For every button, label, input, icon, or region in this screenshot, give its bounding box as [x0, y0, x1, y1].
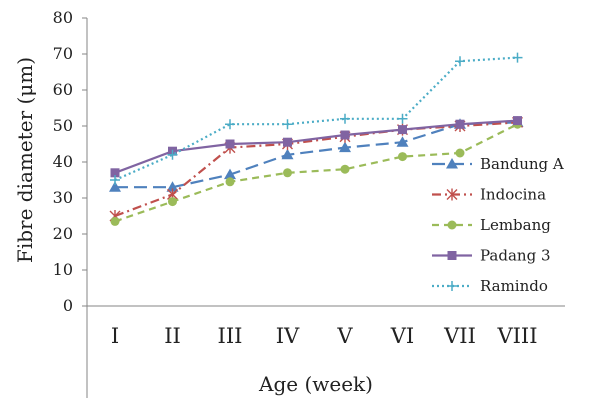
data-point [282, 119, 293, 130]
data-point [283, 168, 292, 178]
legend-marker [447, 251, 457, 260]
data-point [281, 148, 294, 160]
data-point [110, 175, 120, 185]
x-tick-label: II [164, 324, 181, 348]
series-padang-3 [110, 116, 522, 178]
data-point [283, 137, 292, 147]
x-tick-label: IV [276, 324, 300, 348]
legend-label: Lembang [480, 216, 551, 234]
series-indocina [109, 116, 523, 222]
series-line [114, 123, 518, 223]
data-point [166, 181, 179, 192]
data-point [110, 216, 120, 226]
legend-label: Bandung A [480, 155, 564, 173]
y-axis-title: Fibre diameter (μm) [13, 57, 37, 263]
data-point [397, 113, 408, 124]
data-point [110, 168, 120, 178]
legend-marker [446, 188, 458, 201]
data-point [340, 130, 350, 140]
data-point [225, 119, 235, 130]
data-point [225, 139, 235, 149]
data-point [396, 136, 409, 147]
y-tick-label: 10 [53, 260, 73, 279]
data-point [340, 164, 350, 174]
y-tick-label: 60 [53, 80, 73, 99]
y-tick-label: 20 [53, 224, 73, 243]
y-tick-label: 40 [53, 152, 73, 171]
legend-item: Padang 3 [432, 247, 550, 265]
legend-item: Ramindo [432, 277, 548, 295]
series-line [114, 119, 518, 174]
data-point [513, 116, 522, 126]
y-tick-label: 70 [53, 44, 73, 63]
legend-label: Indocina [480, 186, 546, 204]
y-tick-label: 0 [63, 296, 73, 315]
legend-marker [447, 220, 457, 230]
x-axis: I II III IV V VI VII VIII [87, 305, 565, 348]
legend-item: Lembang [432, 216, 551, 234]
legend-item: Bandung A [432, 155, 564, 173]
x-tick-label: VI [390, 324, 414, 348]
legend-item: Indocina [432, 186, 546, 204]
data-point [512, 52, 523, 63]
series-group [109, 52, 524, 226]
data-point [168, 197, 177, 207]
legend-marker [446, 158, 458, 169]
series-lembang [110, 119, 522, 226]
legend-label: Padang 3 [480, 247, 550, 265]
data-point [225, 177, 235, 187]
data-point [109, 181, 121, 192]
data-point [455, 148, 465, 158]
x-axis-title: Age (week) [258, 372, 373, 396]
y-axis: 0 10 20 30 40 50 60 70 80 [53, 8, 88, 398]
y-tick-label: 50 [53, 116, 73, 135]
x-tick-label: I [111, 324, 119, 348]
series-ramindo [110, 52, 523, 185]
data-point [455, 56, 465, 67]
legend: Bandung A Indocina Lembang Padang 3 Ramindo [432, 155, 564, 295]
x-tick-label: VIII [496, 324, 537, 348]
x-tick-label: III [218, 324, 243, 348]
y-tick-label: 80 [53, 8, 73, 27]
y-tick-label: 30 [53, 188, 73, 207]
legend-marker [447, 281, 457, 291]
data-point [398, 125, 407, 135]
data-point [340, 113, 350, 124]
x-tick-label: V [336, 324, 353, 348]
data-point [339, 141, 351, 153]
data-point [224, 168, 236, 180]
data-point [167, 149, 178, 160]
series-line [114, 56, 518, 182]
legend-label: Ramindo [480, 277, 548, 295]
series-line [115, 121, 518, 189]
data-point [398, 152, 407, 162]
x-tick-label: VII [443, 324, 476, 348]
series-line [114, 121, 518, 218]
data-point [455, 119, 465, 129]
